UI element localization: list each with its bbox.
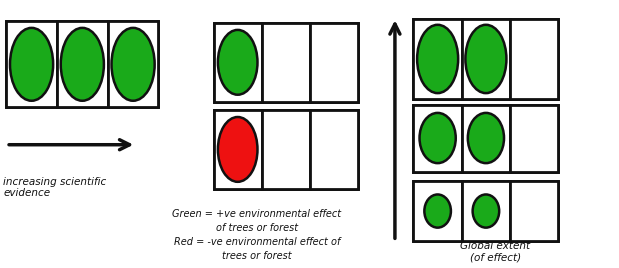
Bar (310, 110, 358, 189)
Bar (413, 181, 462, 241)
Ellipse shape (218, 30, 258, 95)
Ellipse shape (10, 28, 53, 101)
Bar (6, 21, 57, 107)
Bar (510, 105, 558, 172)
Ellipse shape (473, 195, 499, 228)
Bar (214, 23, 262, 102)
Bar (214, 110, 358, 189)
Bar (310, 23, 358, 102)
Bar (413, 181, 558, 241)
Ellipse shape (417, 25, 458, 93)
Bar (462, 19, 510, 99)
Ellipse shape (111, 28, 155, 101)
Bar (214, 23, 358, 102)
Bar (413, 105, 558, 172)
Bar (6, 21, 158, 107)
Ellipse shape (420, 113, 456, 163)
Ellipse shape (468, 113, 504, 163)
Text: Global extent
(of effect): Global extent (of effect) (460, 241, 530, 263)
Bar (413, 19, 462, 99)
Bar (413, 19, 558, 99)
Bar (262, 110, 310, 189)
Text: increasing scientific
evidence: increasing scientific evidence (3, 177, 106, 199)
Ellipse shape (465, 25, 506, 93)
Ellipse shape (61, 28, 104, 101)
Bar (510, 19, 558, 99)
Bar (108, 21, 158, 107)
Text: Green = +ve environmental effect
of trees or forest
Red = -ve environmental effe: Green = +ve environmental effect of tree… (172, 209, 342, 261)
Bar (262, 23, 310, 102)
Ellipse shape (425, 195, 451, 228)
Bar (413, 105, 462, 172)
Bar (510, 181, 558, 241)
Bar (462, 181, 510, 241)
Ellipse shape (218, 117, 258, 182)
Bar (214, 110, 262, 189)
Bar (462, 105, 510, 172)
Bar (57, 21, 108, 107)
